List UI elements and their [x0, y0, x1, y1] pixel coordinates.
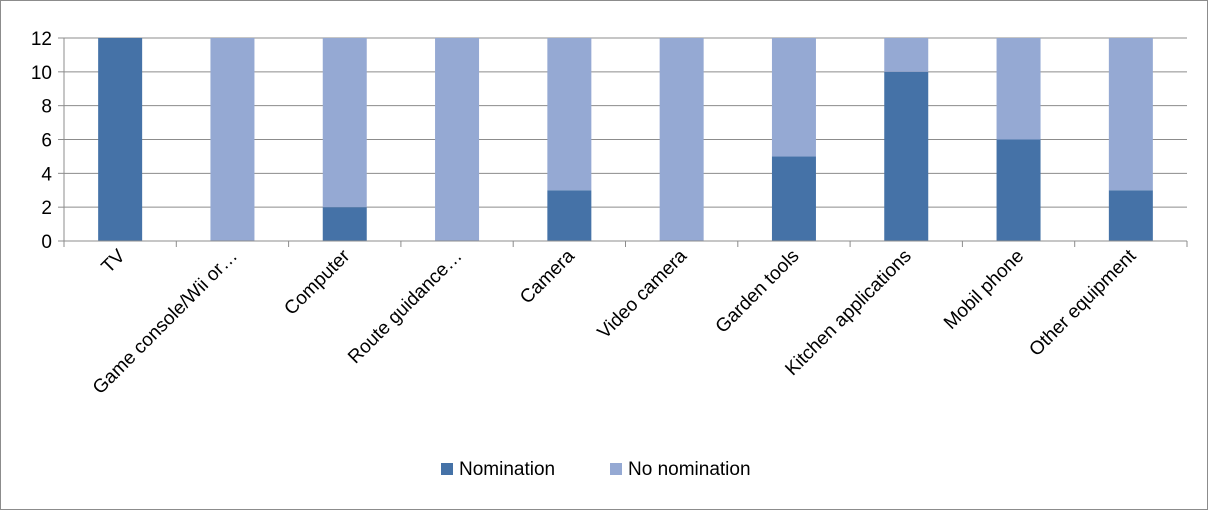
- bar-nomination: [1108, 190, 1153, 241]
- bar-nomination: [771, 156, 816, 241]
- y-tick-label: 4: [41, 164, 52, 185]
- bars: [98, 38, 1153, 241]
- bar-no-nomination: [884, 38, 929, 72]
- bar-nomination: [884, 71, 929, 241]
- bar-nomination: [98, 38, 143, 241]
- y-tick-label: 10: [31, 63, 52, 84]
- y-tick-label: 2: [41, 198, 52, 219]
- bar-no-nomination: [659, 38, 704, 241]
- bar-no-nomination: [210, 38, 255, 241]
- y-tick-label: 12: [31, 29, 52, 50]
- axes: [63, 38, 1188, 247]
- x-category-label: Garden tools: [712, 246, 804, 338]
- bar-no-nomination: [771, 38, 816, 157]
- y-tick-label: 6: [41, 131, 52, 152]
- legend-label-no-nomination: No nomination: [628, 459, 751, 480]
- bar-no-nomination: [996, 38, 1041, 140]
- bar-nomination: [547, 190, 592, 241]
- bar-no-nomination: [322, 38, 367, 208]
- legend: Nomination No nomination: [441, 459, 751, 480]
- legend-swatch-no-nomination: [610, 463, 622, 475]
- bar-no-nomination: [547, 38, 592, 191]
- y-axis-tick-labels: 0 2 4 6 8 10 12: [31, 29, 53, 253]
- x-category-label: Kitchen applications: [781, 246, 915, 380]
- x-category-label: TV: [98, 245, 130, 277]
- x-category-label: Video camera: [594, 245, 692, 343]
- x-category-label: Camera: [516, 245, 579, 308]
- x-category-label: Other equipment: [1025, 245, 1140, 360]
- legend-label-nomination: Nomination: [459, 459, 555, 480]
- bar-no-nomination: [435, 38, 480, 241]
- x-category-label: Mobil phone: [940, 246, 1028, 334]
- bar-nomination: [996, 139, 1041, 241]
- x-category-label: Route guidance…: [344, 246, 466, 368]
- bar-nomination: [322, 207, 367, 241]
- x-category-label: Computer: [280, 245, 354, 319]
- y-tick-label: 0: [41, 232, 52, 253]
- legend-swatch-nomination: [441, 463, 453, 475]
- y-tick-label: 8: [41, 97, 52, 118]
- bar-no-nomination: [1108, 38, 1153, 191]
